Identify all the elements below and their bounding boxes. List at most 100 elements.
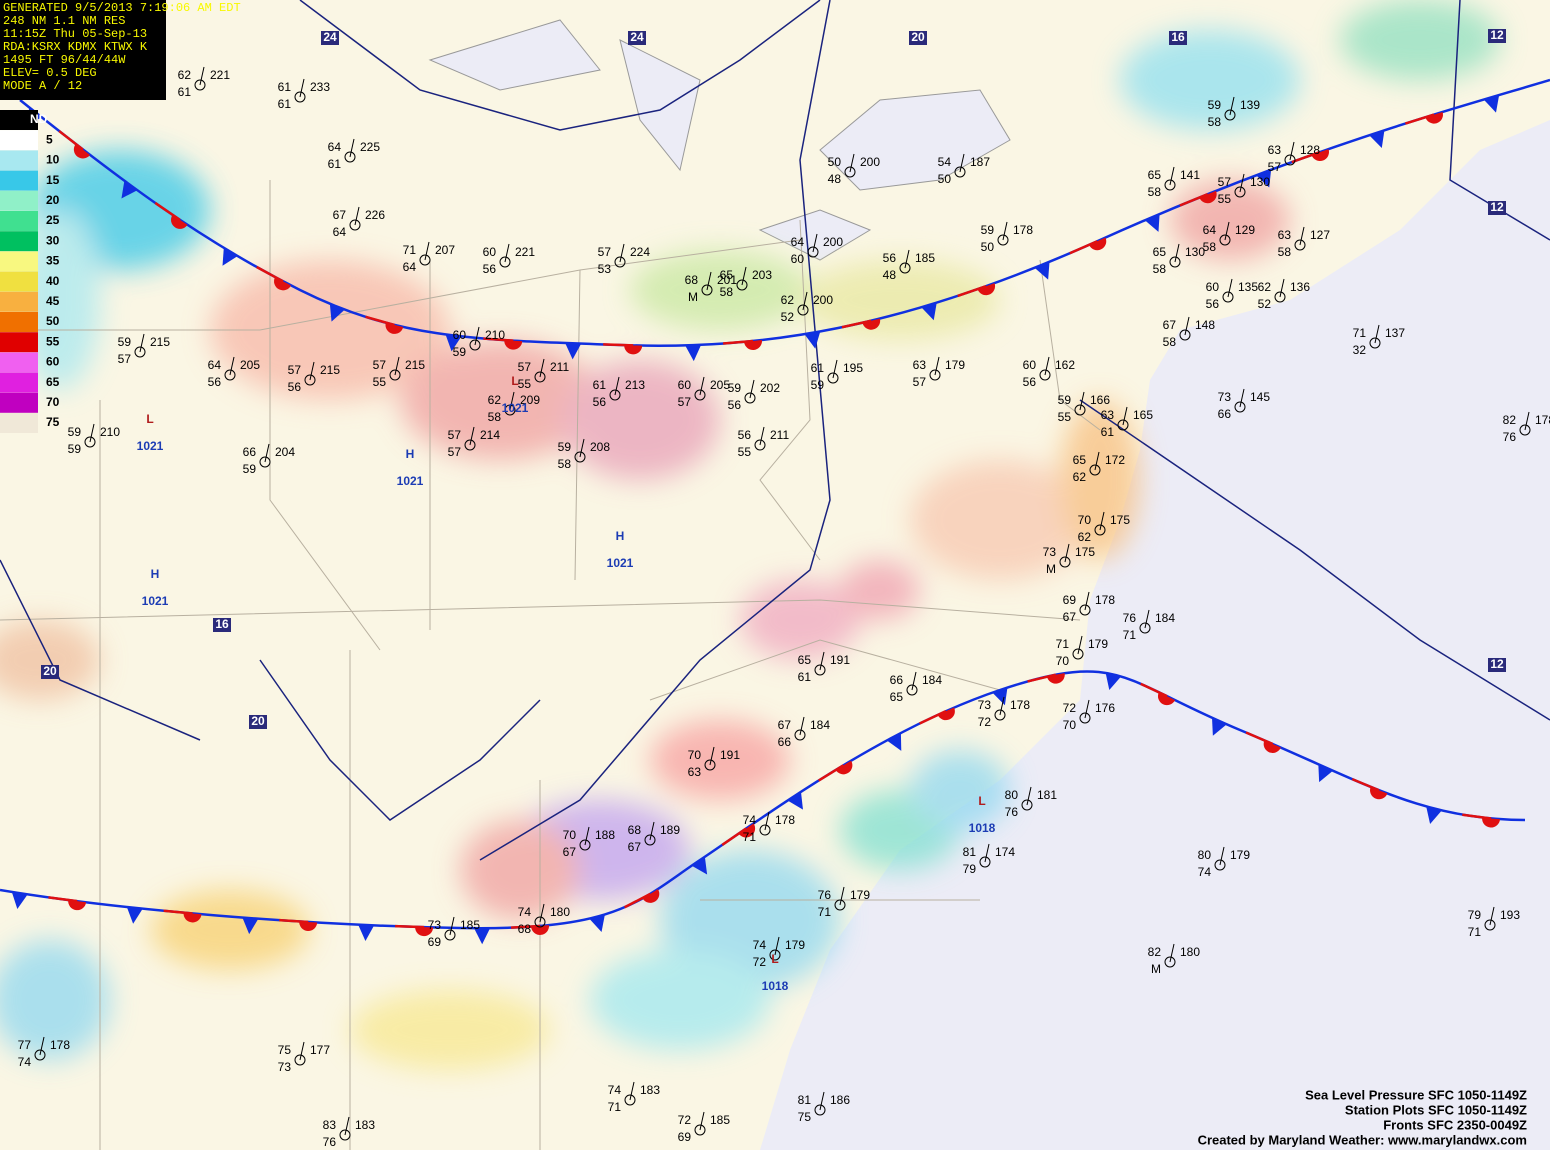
wind-barb <box>1184 316 1190 336</box>
pressure: 145 <box>1250 390 1270 404</box>
warm-seg <box>395 924 425 929</box>
station-circle <box>794 729 806 741</box>
echo <box>1120 30 1300 130</box>
shield <box>909 31 927 45</box>
dewpoint: 71 <box>1123 628 1137 642</box>
station: 62 52 136 <box>1258 278 1310 311</box>
station: 81 75 186 <box>798 1091 850 1124</box>
wind-barb <box>1026 786 1032 806</box>
pressure: 191 <box>720 748 740 762</box>
temperature: 70 <box>563 828 577 842</box>
legend-label: 75 <box>46 415 60 429</box>
station-circle <box>1169 256 1181 268</box>
pressure: 135 <box>1238 280 1258 294</box>
cold-symbol <box>222 247 238 266</box>
station-circle <box>1117 419 1129 431</box>
station-circle <box>827 372 839 384</box>
station-circle <box>994 709 1006 721</box>
legend-label: 20 <box>46 193 60 207</box>
station-circle <box>704 759 716 771</box>
pressure: 193 <box>1500 908 1520 922</box>
dewpoint: 59 <box>453 345 467 359</box>
center-pressure: 1018 <box>762 979 789 993</box>
shield-label: 20 <box>43 664 57 678</box>
station-circle <box>1224 109 1236 121</box>
cold-symbol <box>1034 261 1050 280</box>
station: 72 69 185 <box>678 1111 730 1144</box>
wind-barb <box>1084 591 1090 611</box>
legend-label: 35 <box>46 254 60 268</box>
dewpoint: 76 <box>1005 805 1019 819</box>
temperature: 59 <box>728 381 742 395</box>
dewpoint: 73 <box>278 1060 292 1074</box>
center-symbol: L <box>146 412 153 426</box>
station: 65 58 141 <box>1148 166 1200 199</box>
dewpoint: 59 <box>243 462 257 476</box>
station-circle <box>469 339 481 351</box>
dewpoint: 58 <box>1148 185 1162 199</box>
dewpoint: 61 <box>1101 425 1115 439</box>
station-circle <box>339 1129 351 1141</box>
temperature: 63 <box>913 358 927 372</box>
temperature: 75 <box>278 1043 292 1057</box>
station-circle <box>574 451 586 463</box>
echo <box>800 260 1000 340</box>
legend-label: 40 <box>46 274 60 288</box>
dewpoint: 50 <box>938 172 952 186</box>
center-pressure: 1021 <box>142 594 169 608</box>
temperature: 74 <box>743 813 757 827</box>
station: 69 67 178 <box>1063 591 1115 624</box>
dewpoint: 61 <box>178 85 192 99</box>
troughs <box>0 0 1550 861</box>
warm-symbol <box>531 925 549 935</box>
legend-swatch <box>0 271 38 292</box>
station-circle <box>1074 404 1086 416</box>
warm-seg <box>841 319 872 329</box>
warm-seg <box>256 265 284 283</box>
dewpoint: 58 <box>1163 335 1177 349</box>
wind-barb <box>1524 411 1530 431</box>
wind-barb <box>354 206 360 226</box>
center-pressure: 1021 <box>137 439 164 453</box>
center-pressure: 1021 <box>397 474 424 488</box>
wind-barb <box>629 1081 635 1101</box>
pressure: 139 <box>1240 98 1260 112</box>
wind-barb <box>579 438 585 458</box>
shield-label: 16 <box>1171 30 1185 44</box>
echo <box>630 250 810 330</box>
dewpoint: 61 <box>278 97 292 111</box>
echo <box>650 720 790 800</box>
wind-barb <box>934 356 940 376</box>
legend-swatch <box>0 130 38 151</box>
wind-barb <box>1084 699 1090 719</box>
temperature: 56 <box>738 428 752 442</box>
station: 66 59 204 <box>243 443 295 476</box>
dewpoint: 56 <box>483 262 497 276</box>
center-symbol: H <box>616 529 625 543</box>
station-circle <box>1139 622 1151 634</box>
pressure: 209 <box>520 393 540 407</box>
header-line: ELEV= 0.5 DEG <box>3 66 97 80</box>
warm-seg <box>1245 731 1274 746</box>
station: 74 71 183 <box>608 1081 660 1114</box>
wind-barb <box>911 671 917 691</box>
header-line: 248 NM 1.1 NM RES <box>3 14 125 28</box>
temperature: 62 <box>178 68 192 82</box>
warm-seg <box>154 201 181 221</box>
station-circle <box>1021 799 1033 811</box>
station-circle <box>1484 919 1496 931</box>
warm-seg <box>721 827 747 846</box>
temperature: 63 <box>1268 143 1282 157</box>
wind-barb <box>1489 906 1495 926</box>
center-symbol: L <box>978 794 985 808</box>
pressure: 162 <box>1055 358 1075 372</box>
cold-symbol <box>787 791 803 810</box>
shield-label: 12 <box>1490 28 1504 42</box>
fronts <box>0 78 1550 945</box>
pressure: 179 <box>1088 637 1108 651</box>
temperature: 57 <box>288 363 302 377</box>
echo <box>0 940 110 1060</box>
cold-symbol <box>329 303 345 322</box>
cold-symbol <box>1256 169 1272 188</box>
